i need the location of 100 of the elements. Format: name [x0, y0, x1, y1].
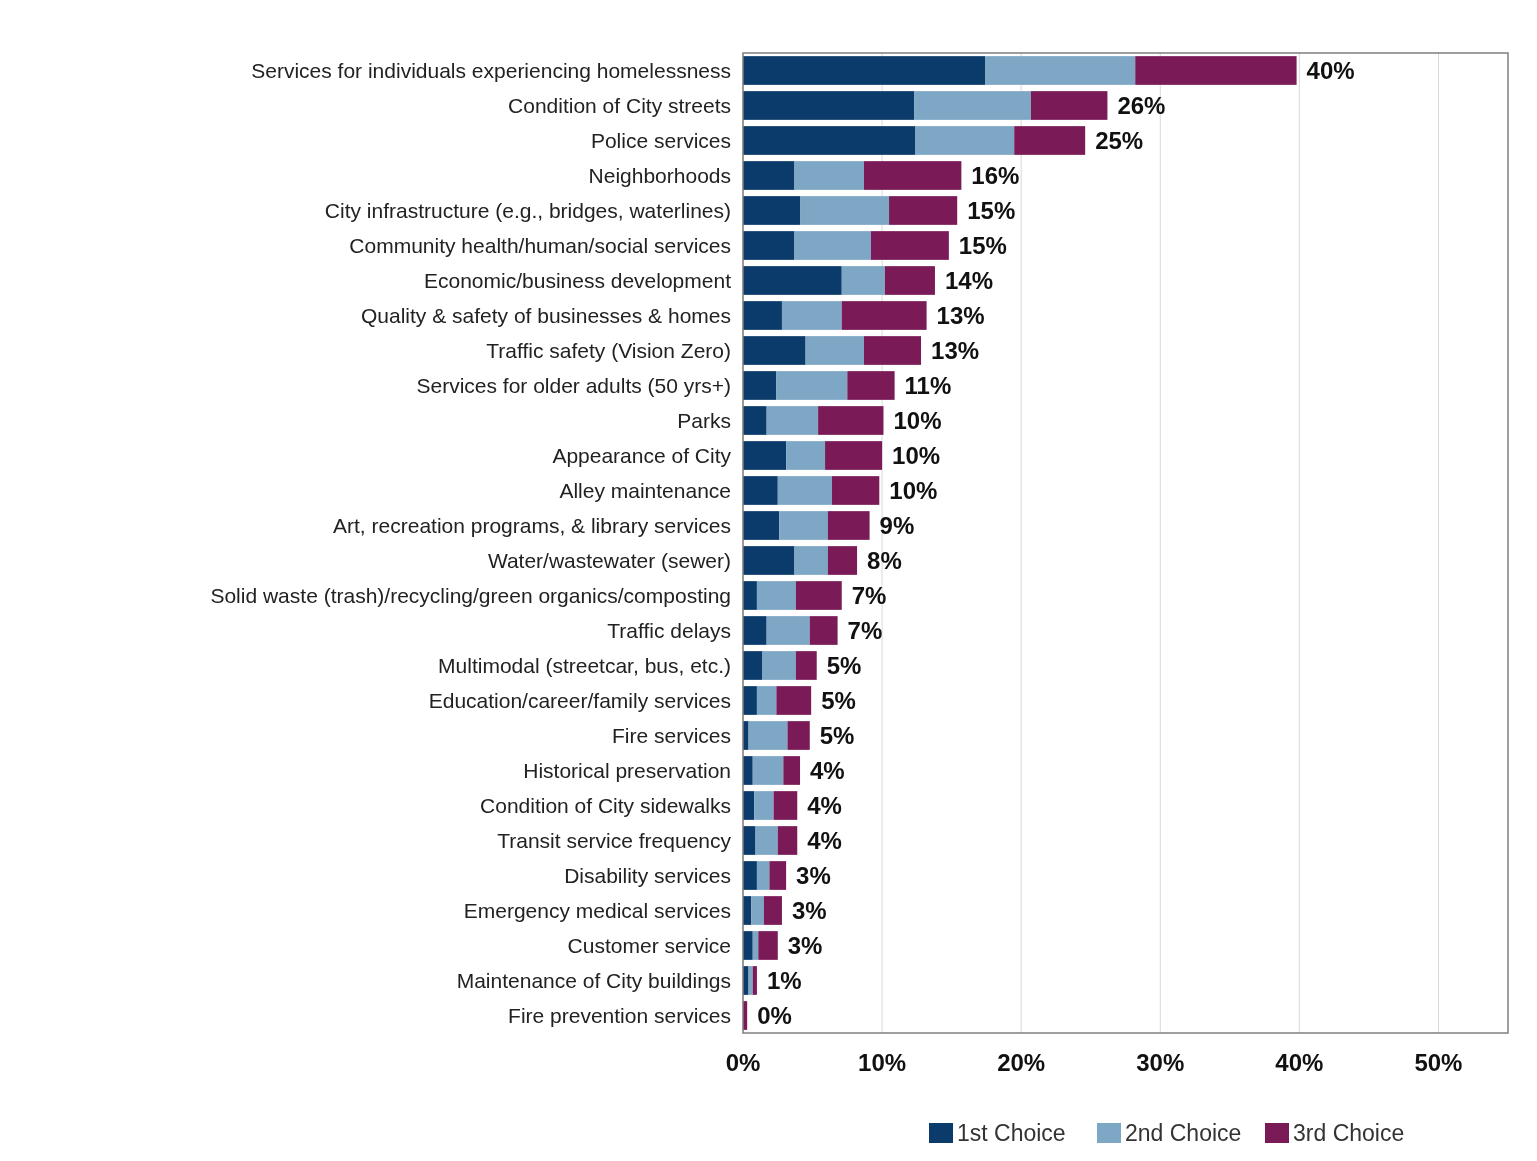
- bar: [777, 826, 798, 855]
- bar: [743, 161, 795, 190]
- bar: [743, 196, 801, 225]
- total-label: 1%: [766, 966, 802, 994]
- y-tick-label: Parks: [677, 408, 731, 432]
- total-label: 10%: [889, 476, 938, 504]
- bar: [743, 91, 915, 120]
- total-label: 5%: [826, 651, 862, 679]
- total-label: 15%: [958, 231, 1007, 259]
- x-tick-label: 20%: [997, 1049, 1046, 1076]
- bar: [832, 476, 880, 505]
- bar: [809, 616, 838, 645]
- bar: [776, 686, 812, 715]
- bar: [783, 756, 801, 785]
- total-label: 4%: [810, 756, 845, 784]
- y-tick-label: City infrastructure (e.g., bridges, waterlines): [324, 198, 731, 222]
- bar: [769, 861, 787, 890]
- bar: [743, 581, 757, 610]
- bar: [743, 56, 986, 85]
- bar: [776, 371, 848, 400]
- bar: [743, 511, 780, 540]
- bar: [743, 336, 806, 365]
- bar: [864, 161, 962, 190]
- bar: [763, 896, 782, 925]
- bar: [743, 651, 763, 680]
- total-label: 3%: [787, 931, 823, 959]
- bar: [794, 231, 871, 260]
- y-tick-label: Fire services: [611, 723, 731, 747]
- bar: [1014, 126, 1086, 155]
- x-tick-label: 0%: [725, 1049, 761, 1076]
- bar: [743, 476, 778, 505]
- bar: [794, 546, 828, 575]
- y-tick-label: Art, recreation programs, & library services: [333, 513, 731, 537]
- legend-label: 1st Choice: [957, 1120, 1066, 1147]
- total-label: 13%: [936, 301, 985, 329]
- total-label: 7%: [847, 616, 883, 644]
- bar: [748, 966, 753, 995]
- bar: [827, 546, 858, 575]
- y-tick-label: Water/wastewater (sewer): [487, 548, 731, 572]
- x-tick-label: 40%: [1275, 1049, 1324, 1076]
- bar: [985, 56, 1136, 85]
- total-label: 13%: [931, 336, 980, 364]
- bar: [766, 406, 819, 435]
- bar: [743, 721, 749, 750]
- bar: [781, 301, 842, 330]
- bar: [766, 616, 810, 645]
- bar: [805, 336, 865, 365]
- bar: [779, 511, 828, 540]
- y-tick-label: Community health/human/social services: [349, 233, 731, 257]
- total-label: 5%: [821, 686, 856, 714]
- bar: [827, 511, 870, 540]
- bar: [743, 371, 777, 400]
- total-label: 3%: [791, 896, 827, 924]
- bar: [743, 686, 757, 715]
- bar: [794, 161, 865, 190]
- bar: [756, 861, 770, 890]
- total-label: 10%: [892, 441, 941, 469]
- bar: [795, 651, 817, 680]
- total-label: 15%: [967, 196, 1016, 224]
- y-tick-label: Appearance of City: [552, 443, 732, 467]
- y-tick-label: Condition of City streets: [508, 93, 731, 117]
- y-tick-label: Services for individuals experiencing homelessness: [251, 58, 731, 82]
- total-label: 40%: [1306, 56, 1355, 84]
- bar: [743, 301, 782, 330]
- total-label: 0%: [757, 1001, 792, 1029]
- bar: [743, 756, 753, 785]
- bar: [1030, 91, 1108, 120]
- y-tick-label: Traffic delays: [607, 618, 731, 642]
- bar: [751, 896, 764, 925]
- bar: [818, 406, 884, 435]
- x-tick-label: 50%: [1414, 1049, 1463, 1076]
- bar: [847, 371, 895, 400]
- y-tick-label: Traffic safety (Vision Zero): [486, 338, 731, 362]
- total-label: 4%: [807, 791, 842, 819]
- bar: [748, 721, 788, 750]
- bar: [841, 266, 885, 295]
- bar: [743, 406, 767, 435]
- total-label: 10%: [893, 406, 942, 434]
- total-label: 25%: [1095, 126, 1144, 154]
- y-tick-label: Quality & safety of businesses & homes: [360, 303, 731, 327]
- bar: [752, 756, 784, 785]
- y-tick-label: Transit service frequency: [497, 828, 732, 852]
- bar: [841, 301, 927, 330]
- x-tick-label: 30%: [1136, 1049, 1185, 1076]
- y-tick-label: Maintenance of City buildings: [456, 968, 731, 992]
- bar: [758, 931, 778, 960]
- bar: [786, 441, 826, 470]
- bar: [755, 826, 778, 855]
- bar: [795, 581, 842, 610]
- y-tick-label: Historical preservation: [523, 758, 731, 782]
- bar: [743, 826, 756, 855]
- y-tick-label: Economic/business development: [423, 268, 732, 292]
- bar: [743, 231, 795, 260]
- total-label: 26%: [1117, 91, 1166, 119]
- bar: [743, 546, 795, 575]
- total-label: 14%: [944, 266, 993, 294]
- bar: [754, 791, 774, 820]
- y-tick-label: Education/career/family services: [428, 688, 731, 712]
- bar: [752, 966, 757, 995]
- total-label: 5%: [819, 721, 855, 749]
